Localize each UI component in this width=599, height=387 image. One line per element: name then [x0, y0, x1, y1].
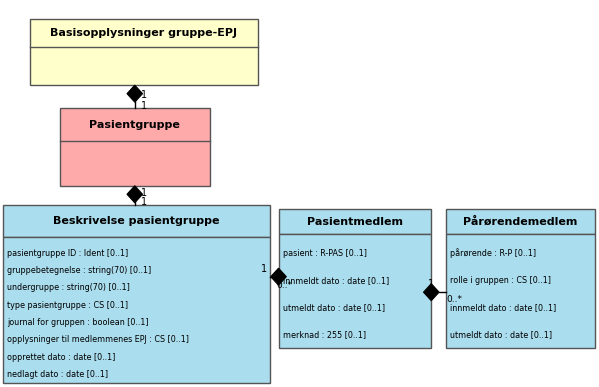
Text: Pasientgruppe: Pasientgruppe — [89, 120, 180, 130]
Text: opplysninger til medlemmenes EPJ : CS [0..1]: opplysninger til medlemmenes EPJ : CS [0… — [7, 335, 189, 344]
Text: merknad : 255 [0..1]: merknad : 255 [0..1] — [283, 330, 366, 339]
Text: 0..*: 0..* — [277, 281, 293, 290]
Text: nedlagt dato : date [0..1]: nedlagt dato : date [0..1] — [7, 370, 108, 379]
Text: pasient : R-PAS [0..1]: pasient : R-PAS [0..1] — [283, 249, 367, 258]
Bar — [446, 209, 595, 234]
Text: Basisopplysninger gruppe-EPJ: Basisopplysninger gruppe-EPJ — [50, 28, 237, 38]
Text: opprettet dato : date [0..1]: opprettet dato : date [0..1] — [7, 353, 116, 361]
Text: Beskrivelse pasientgruppe: Beskrivelse pasientgruppe — [53, 216, 219, 226]
Polygon shape — [127, 85, 143, 102]
Bar — [60, 108, 210, 186]
Text: innmeldt dato : date [0..1]: innmeldt dato : date [0..1] — [450, 303, 556, 312]
Text: pasientgruppe ID : Ident [0..1]: pasientgruppe ID : Ident [0..1] — [7, 248, 128, 258]
Text: utmeldt dato : date [0..1]: utmeldt dato : date [0..1] — [283, 303, 385, 312]
Text: utmeldt dato : date [0..1]: utmeldt dato : date [0..1] — [450, 330, 552, 339]
Text: 1: 1 — [141, 197, 147, 207]
Text: Pasientmedlem: Pasientmedlem — [307, 216, 403, 226]
Text: pårørende : R-P [0..1]: pårørende : R-P [0..1] — [450, 248, 537, 258]
Text: 0..*: 0..* — [446, 295, 462, 305]
Polygon shape — [127, 186, 143, 203]
Text: gruppebetegnelse : string(70) [0..1]: gruppebetegnelse : string(70) [0..1] — [7, 266, 152, 275]
Polygon shape — [271, 268, 286, 285]
Text: type pasientgruppe : CS [0..1]: type pasientgruppe : CS [0..1] — [7, 301, 128, 310]
Bar — [3, 237, 270, 383]
Text: rolle i gruppen : CS [0..1]: rolle i gruppen : CS [0..1] — [450, 276, 552, 285]
Bar — [30, 19, 258, 85]
Text: 1: 1 — [141, 188, 147, 199]
Text: Pårørendemedlem: Pårørendemedlem — [464, 216, 577, 227]
Text: 1: 1 — [141, 90, 147, 100]
Polygon shape — [423, 284, 439, 301]
Text: 1: 1 — [261, 264, 267, 274]
Text: undergruppe : string(70) [0..1]: undergruppe : string(70) [0..1] — [7, 283, 130, 292]
Text: 1: 1 — [428, 279, 434, 289]
Text: 1: 1 — [141, 101, 147, 111]
Bar — [279, 234, 431, 348]
Bar — [446, 234, 595, 348]
Bar — [3, 205, 270, 237]
Bar — [279, 209, 431, 234]
Text: journal for gruppen : boolean [0..1]: journal for gruppen : boolean [0..1] — [7, 318, 149, 327]
Text: innmeldt dato : date [0..1]: innmeldt dato : date [0..1] — [283, 276, 389, 285]
